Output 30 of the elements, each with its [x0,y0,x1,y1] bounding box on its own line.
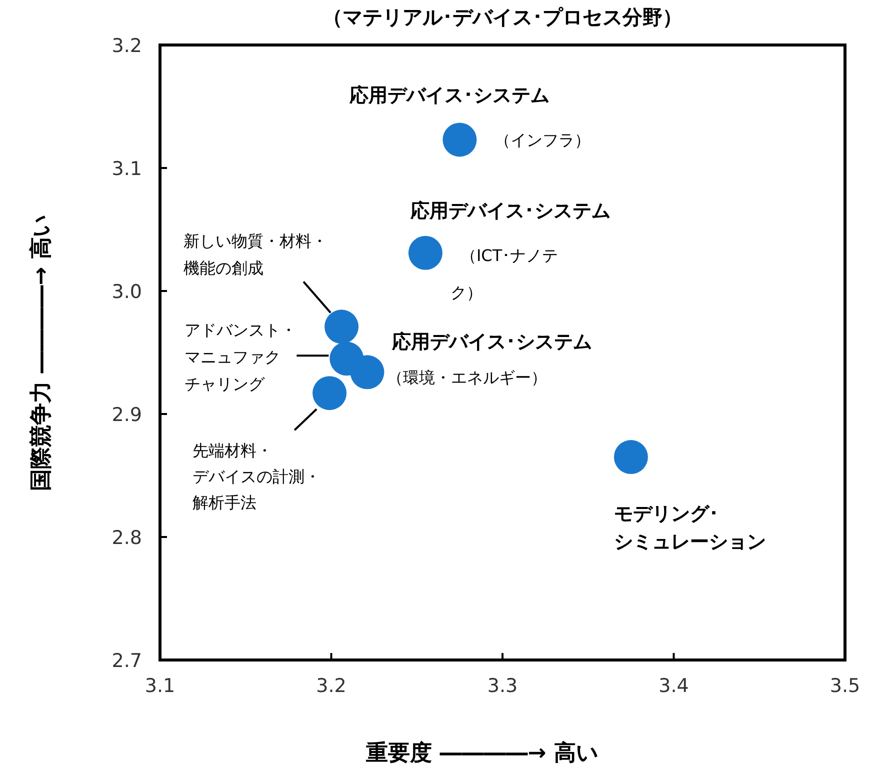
point [324,310,359,344]
annotation: 応用デバイス･システム [348,84,550,107]
annotation: 新しい物質・材料・機能の創成 [184,232,328,278]
annotation: （環境・エネルギー） [387,368,548,388]
annotation: アドバンスト・マニュファクチャリング [184,320,297,394]
annotation: （ICT･ナノテク） [450,246,558,302]
point [442,122,477,157]
point [614,440,648,474]
y-tick-label: 3.2 [112,35,142,57]
annotation: （インフラ） [494,130,591,150]
x-tick-label: 3.2 [316,675,346,697]
y-tick-label: 3.1 [112,158,142,180]
x-tick-label: 3.1 [144,675,176,697]
annotation: 応用デバイス･システム [409,200,610,222]
x-tick-label: 3.5 [830,675,860,697]
annotation: モデリング･シミュレーション [614,503,766,554]
y-tick-label: 2.9 [112,404,142,426]
y-axis-title: 国際競争力 ――――→ 高い [28,214,54,491]
y-tick-label: 3.0 [112,281,142,303]
y-tick-label: 2.8 [112,527,142,549]
annotation: 応用デバイス･システム [391,331,592,354]
point [408,236,442,270]
x-axis-title: 重要度 ――――→ 高い [365,740,599,766]
annotation: 先端材料・デバイスの計測・解析手法 [192,441,321,512]
y-tick-label: 2.7 [112,650,142,672]
x-tick-label: 3.4 [658,675,689,697]
point [350,355,384,390]
point [312,376,347,410]
chart-title: （マテリアル･デバイス･プロセス分野） [322,5,682,29]
x-tick-label: 3.3 [487,675,518,697]
